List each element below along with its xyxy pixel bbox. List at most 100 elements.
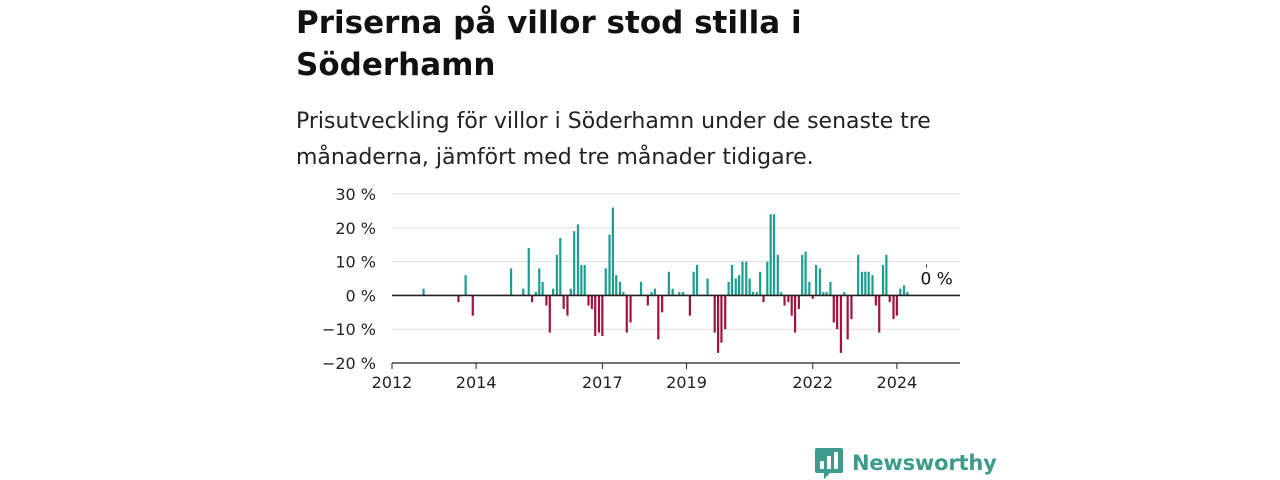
bar — [724, 295, 727, 330]
bar — [769, 214, 772, 296]
y-tick-label: 10 % — [335, 253, 376, 272]
x-tick-label: 2019 — [666, 373, 707, 392]
bar — [801, 254, 804, 296]
bar — [678, 292, 681, 296]
bar — [527, 248, 530, 296]
x-axis-labels: 2012 2014 2017 2019 2022 2024 — [372, 373, 918, 392]
bar — [836, 295, 839, 330]
bar — [583, 264, 586, 296]
brand-name[interactable]: Newsworthy — [852, 451, 997, 475]
bar — [727, 281, 730, 296]
bar — [692, 271, 695, 296]
bar — [804, 251, 807, 296]
bars — [422, 207, 909, 353]
bar — [748, 278, 751, 296]
bar — [716, 295, 720, 353]
x-tick-label: 2017 — [582, 373, 623, 392]
bar — [906, 292, 909, 296]
bar — [590, 295, 593, 309]
bar — [815, 264, 818, 296]
bar — [650, 292, 653, 296]
bar — [902, 285, 906, 296]
bar — [871, 275, 874, 296]
gridlines — [392, 193, 960, 330]
bar — [766, 261, 769, 296]
y-axis-labels: −20 % −10 % 0 % 10 % 20 % 30 % — [322, 185, 376, 373]
bar — [825, 292, 828, 296]
bar — [892, 295, 895, 320]
bar — [899, 288, 902, 296]
bar — [888, 295, 891, 303]
bar — [850, 295, 853, 320]
y-tick-label: −10 % — [322, 320, 376, 339]
bar — [759, 271, 762, 296]
y-tick-label: −20 % — [322, 354, 376, 373]
bar — [653, 288, 657, 296]
bar — [618, 281, 622, 296]
bar — [762, 295, 765, 303]
bar — [611, 207, 614, 296]
bar — [608, 234, 611, 296]
bar — [464, 275, 467, 296]
latest-value-annotation: 0 % — [920, 269, 952, 289]
bar — [797, 295, 800, 309]
bar — [534, 292, 537, 296]
bar — [706, 278, 709, 296]
bar — [604, 268, 607, 296]
bar — [629, 295, 632, 323]
bar — [780, 292, 783, 296]
bar — [741, 261, 744, 296]
bar — [682, 292, 685, 296]
newsworthy-logo-icon — [815, 448, 843, 479]
y-tick-label: 20 % — [335, 219, 376, 238]
bar — [783, 295, 786, 306]
bar — [720, 295, 723, 343]
bar — [846, 295, 849, 340]
bar — [881, 264, 885, 296]
bar — [657, 295, 660, 340]
bar — [772, 214, 776, 296]
bar — [625, 295, 628, 333]
bar — [885, 254, 888, 296]
bar — [755, 292, 758, 296]
bar — [580, 264, 583, 296]
bar — [538, 268, 541, 296]
bar — [808, 281, 811, 296]
bar — [531, 295, 534, 303]
bar — [615, 275, 618, 296]
bar — [566, 295, 569, 316]
bar — [818, 268, 821, 296]
bar — [622, 292, 625, 296]
bar — [569, 288, 572, 296]
y-tick-label: 0 % — [346, 286, 376, 305]
bar — [822, 292, 825, 296]
bar — [839, 295, 843, 353]
bar — [594, 295, 597, 336]
bar — [829, 281, 832, 296]
bar — [552, 288, 555, 296]
bar — [601, 295, 604, 336]
bar — [738, 275, 741, 296]
bar — [541, 281, 544, 296]
bar — [790, 295, 793, 316]
bar — [555, 254, 559, 296]
bar — [695, 264, 699, 296]
bar — [422, 288, 425, 296]
bar — [576, 224, 580, 296]
bar — [864, 271, 867, 296]
bar — [811, 295, 814, 299]
bar — [559, 237, 562, 296]
y-tick-label: 30 % — [335, 185, 376, 204]
bar — [548, 295, 551, 333]
bar — [745, 261, 748, 296]
bar — [597, 295, 601, 333]
x-tick-label: 2012 — [372, 373, 413, 392]
bar — [843, 292, 846, 296]
bar — [860, 271, 864, 296]
bar — [587, 295, 590, 306]
x-tick-label: 2022 — [792, 373, 833, 392]
bar — [646, 295, 649, 306]
newsworthy-brand[interactable]: Newsworthy — [814, 446, 997, 480]
x-tick-label: 2024 — [877, 373, 918, 392]
